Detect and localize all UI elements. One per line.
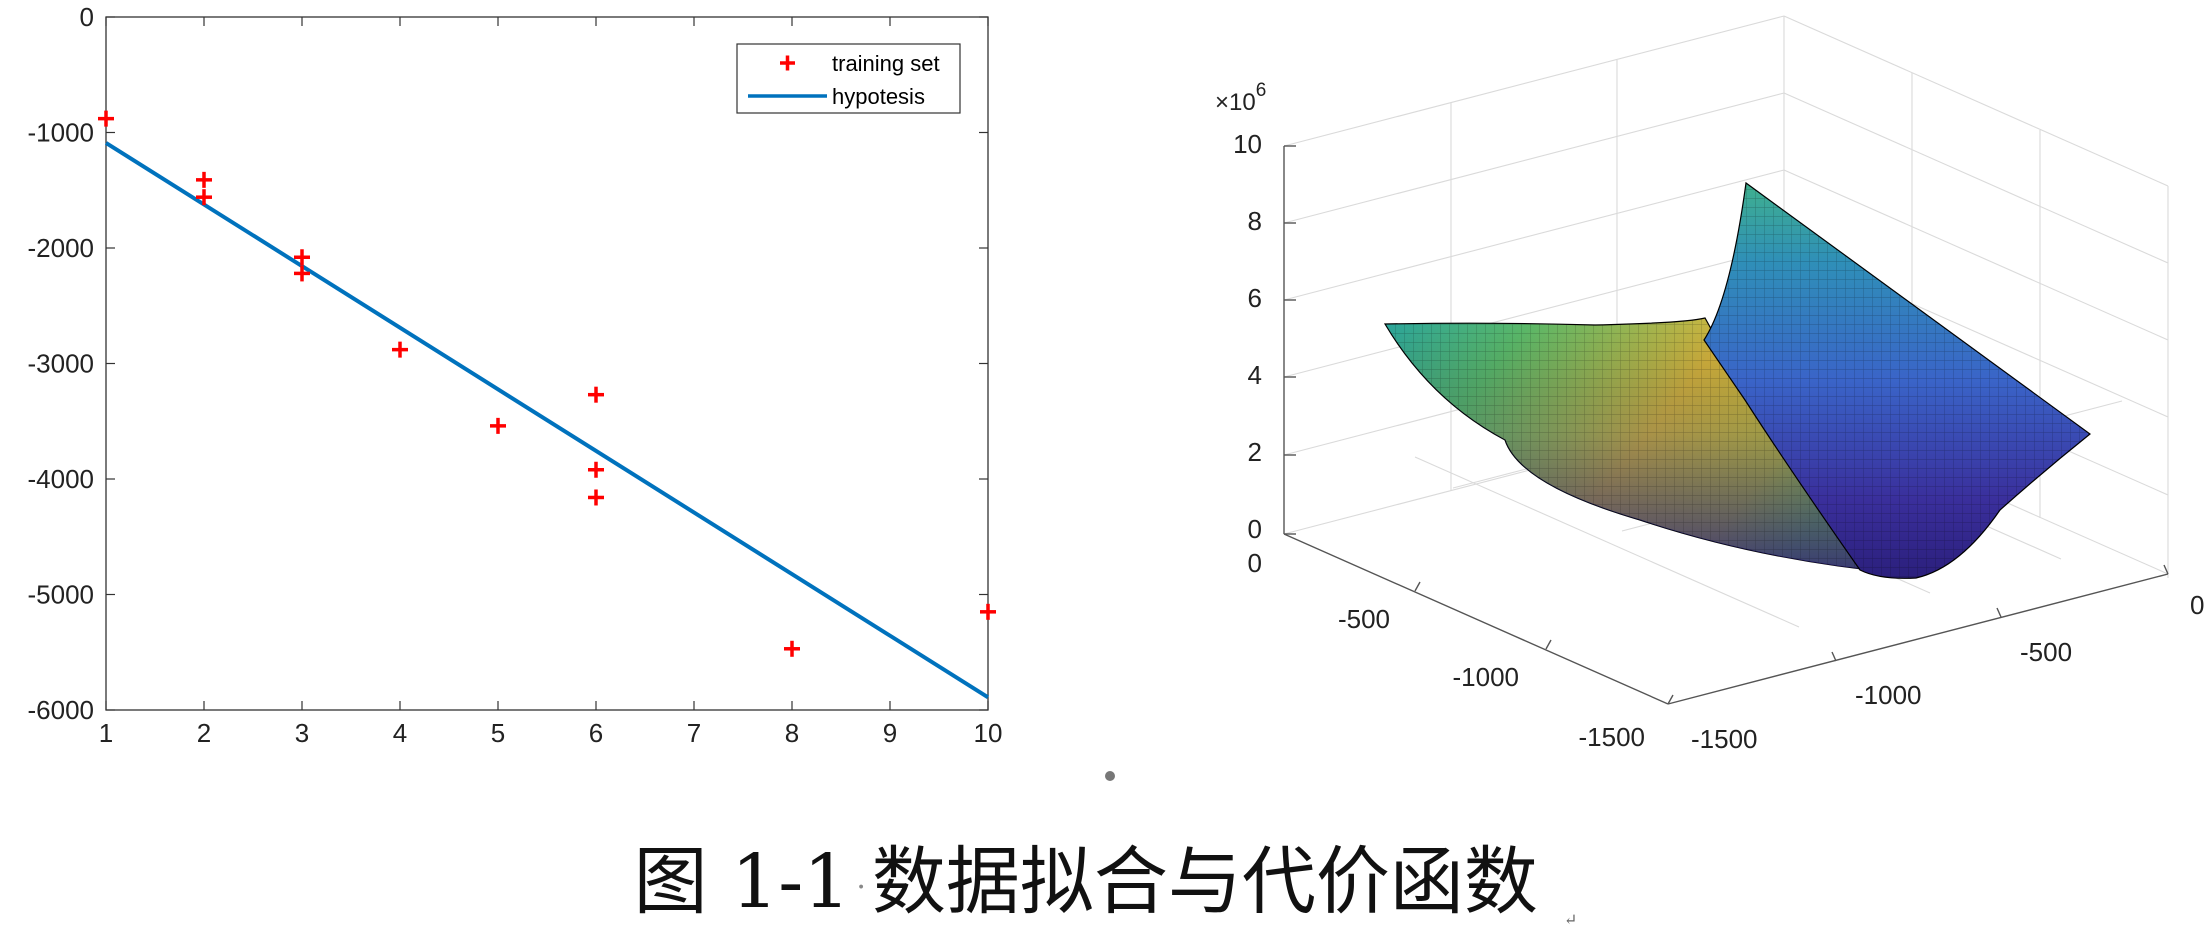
legend: training set hypotesis — [736, 43, 961, 114]
training-set-points — [98, 110, 996, 657]
y-axis-ticks: 0 -1000 -2000 -3000 -4000 -5000 -6000 — [28, 2, 988, 725]
z-multiplier: ×106 — [1215, 80, 1266, 116]
caption-label: 图 1-1 — [633, 839, 851, 925]
training-set-point — [784, 640, 800, 657]
plot-box — [105, 16, 989, 711]
x-tick-label: 5 — [491, 718, 505, 748]
caption-separator: · — [856, 870, 866, 906]
training-set-point — [980, 603, 996, 620]
x-tick-label: 9 — [883, 718, 897, 748]
training-set-point — [294, 265, 310, 282]
x-tick-minus-500: -500 — [1338, 604, 1390, 634]
training-set-point — [588, 461, 604, 478]
training-set-point — [588, 386, 604, 403]
y-tick-0: 0 — [2190, 590, 2204, 620]
y-tick-label: -6000 — [28, 695, 95, 725]
scatter-chart: 0 -1000 -2000 -3000 -4000 -5000 -6000 1 2 3 4 5 6 7 8… — [28, 2, 1003, 748]
hypotesis-line — [104, 141, 990, 699]
x-tick-label: 6 — [589, 718, 603, 748]
surface-chart: 0 2 4 6 8 10 ×106 0 -500 -1000 -1500 -15… — [1215, 15, 2204, 754]
training-set-point — [588, 489, 604, 506]
x-tick-label: 7 — [687, 718, 701, 748]
z-tick-2: 2 — [1248, 437, 1262, 467]
x-tick-minus-1000: -1000 — [1453, 662, 1520, 692]
y-tick-label: -3000 — [28, 349, 95, 379]
training-set-point — [98, 110, 114, 127]
z-tick-0: 0 — [1248, 514, 1262, 544]
y-tick-minus-1000: -1000 — [1855, 680, 1922, 710]
z-tick-8: 8 — [1248, 206, 1262, 236]
training-set-point — [392, 341, 408, 358]
x-tick-label: 10 — [974, 718, 1003, 748]
x-tick-label: 1 — [99, 718, 113, 748]
separator-dot — [1105, 771, 1115, 781]
y-tick-minus-500: -500 — [2020, 637, 2072, 667]
training-set-point — [294, 249, 310, 266]
z-tick-10: 10 — [1233, 129, 1262, 159]
x-tick-label: 3 — [295, 718, 309, 748]
paragraph-mark: ↵ — [1563, 910, 1578, 929]
figure-caption: 图 1-1 ·数据拟合与代价函数 ↵ — [0, 822, 2211, 929]
training-set-point — [196, 171, 212, 188]
training-set-point — [490, 417, 506, 434]
x-axis-ticks: 1 2 3 4 5 6 7 8 9 10 — [99, 17, 1003, 748]
y-tick-minus-1500: -1500 — [1691, 724, 1758, 754]
x-tick-label: 2 — [197, 718, 211, 748]
y-tick-label: -4000 — [28, 464, 95, 494]
hypotesis-line-segment — [104, 141, 990, 699]
y-tick-label: -2000 — [28, 233, 95, 263]
legend-training-set: training set — [832, 51, 940, 76]
surface-tick-marks — [1284, 145, 2169, 705]
x-tick-label: 8 — [785, 718, 799, 748]
x-tick-label: 4 — [393, 718, 407, 748]
caption-title: 数据拟合与代价函数 — [871, 839, 1538, 925]
x-tick-minus-1500: -1500 — [1579, 722, 1646, 752]
y-tick-label: 0 — [80, 2, 94, 32]
scatter-chart-axes — [105, 16, 989, 711]
training-set-point — [196, 189, 212, 206]
y-tick-label: -1000 — [28, 118, 95, 148]
z-tick-6: 6 — [1248, 283, 1262, 313]
legend-hypotesis: hypotesis — [832, 84, 925, 109]
z-tick-4: 4 — [1248, 360, 1262, 390]
surface-axes — [1283, 146, 2169, 705]
y-tick-label: -5000 — [28, 580, 95, 610]
x-tick-0: 0 — [1248, 548, 1262, 578]
